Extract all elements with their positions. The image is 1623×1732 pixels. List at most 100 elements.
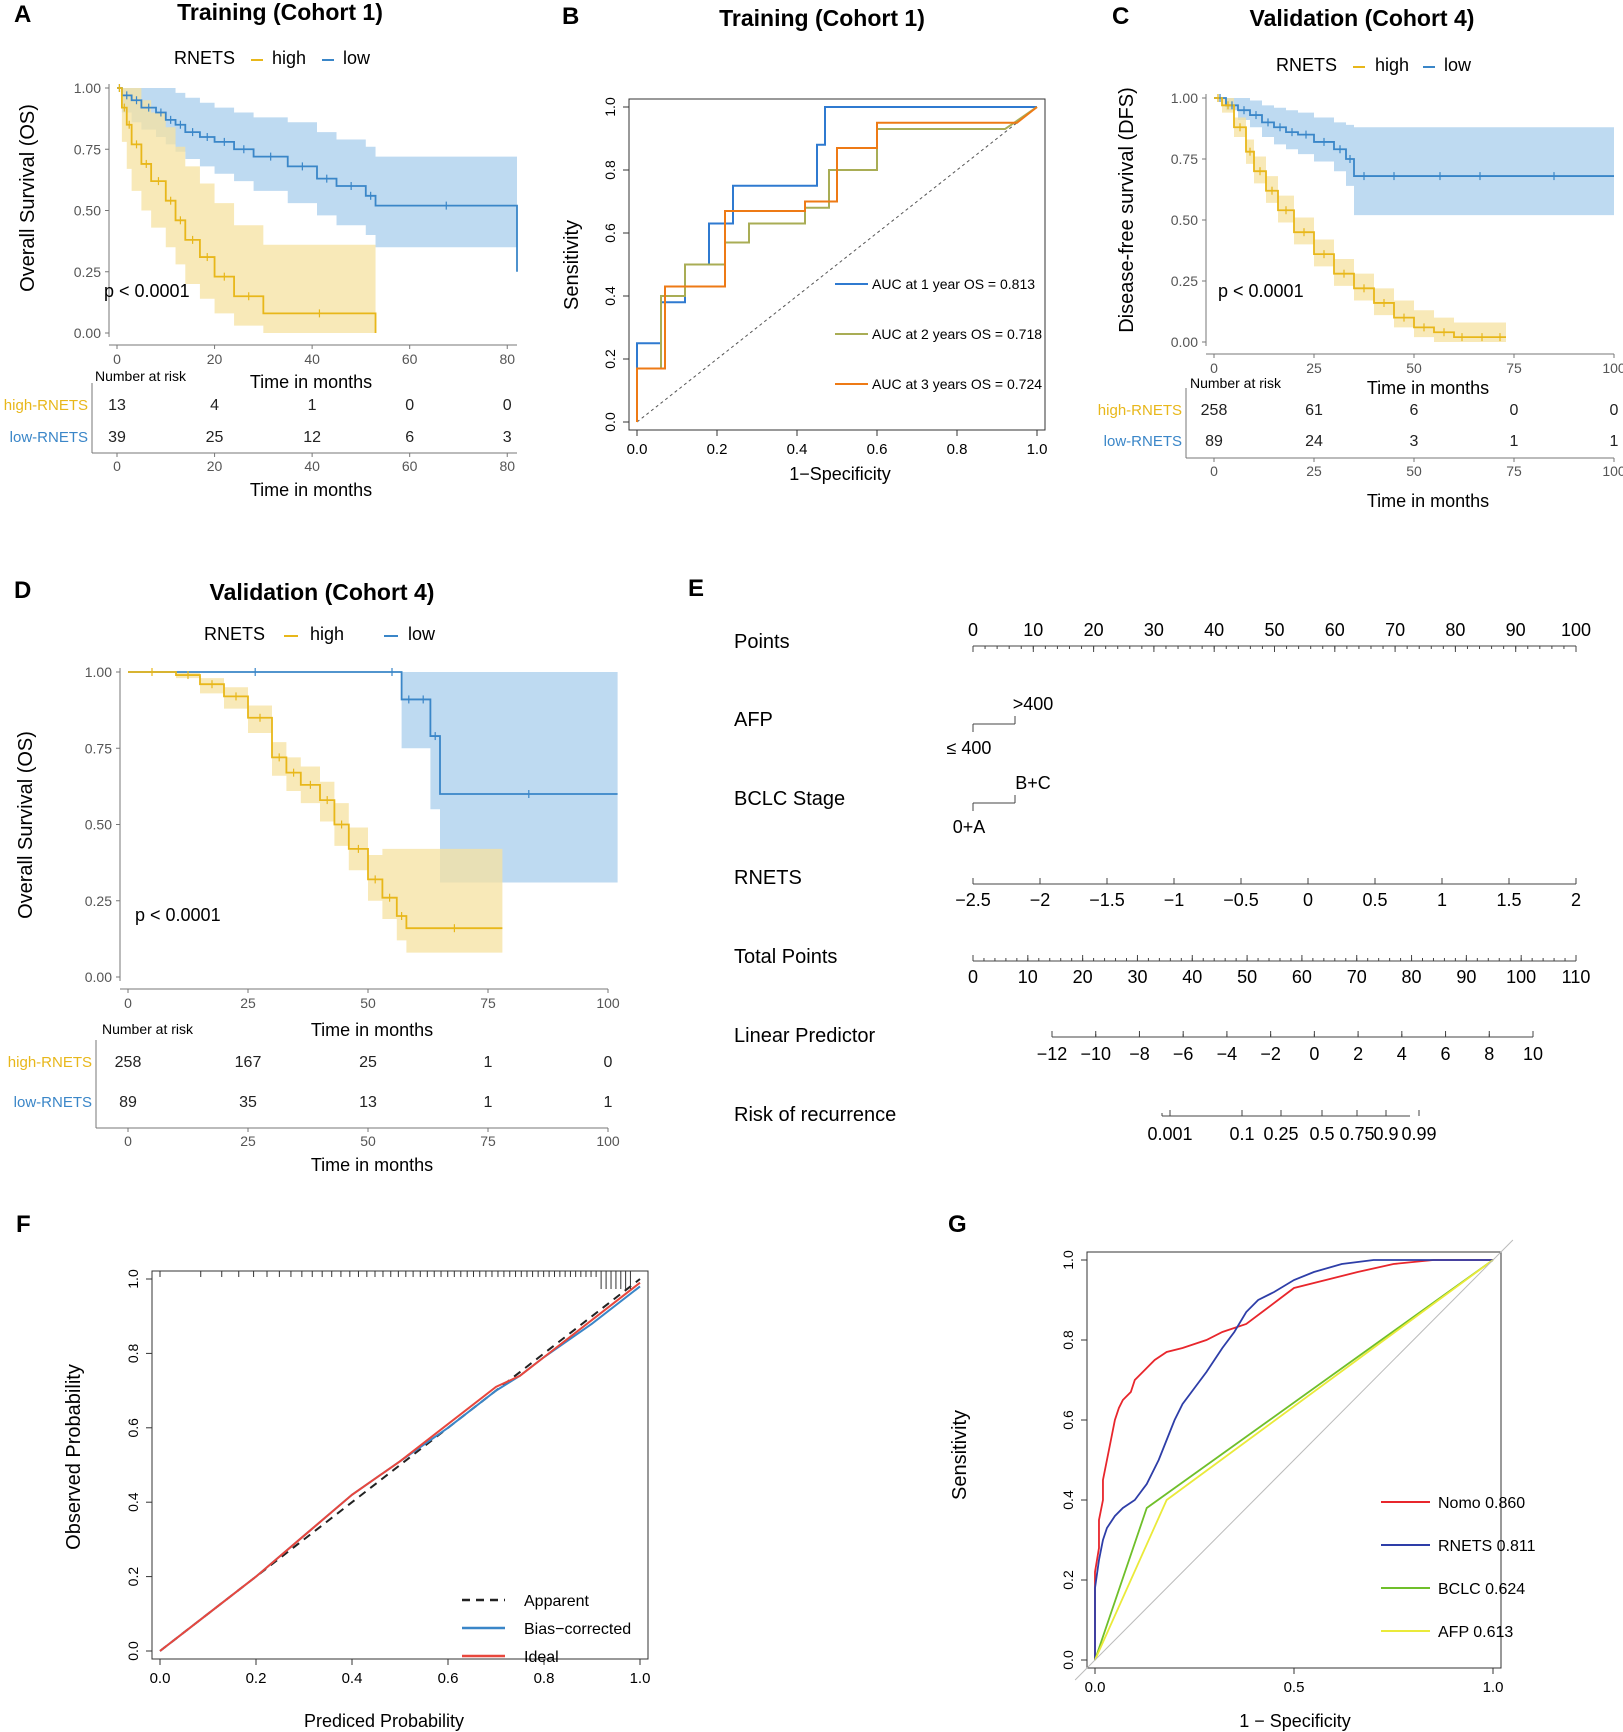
- x-tick-label: 1.0: [1027, 441, 1048, 458]
- risk-row-label: low-RNETS: [14, 1094, 92, 1111]
- y-tick-label: 1.0: [602, 97, 618, 117]
- risk-count: 1: [308, 397, 317, 414]
- y-tick-label: 0.4: [602, 286, 618, 306]
- panel-letter: G: [948, 1211, 967, 1238]
- nomogram-tick-label: 2: [1353, 1044, 1363, 1064]
- x-tick-label: 0: [124, 995, 132, 1011]
- nomogram-tick-label: 10: [1018, 967, 1038, 987]
- calibration-ideal: [159, 1281, 641, 1652]
- x-tick-label: 0.2: [707, 441, 728, 458]
- nomogram-tick-label: 0.001: [1147, 1124, 1192, 1144]
- nomogram-tick-label: 60: [1325, 620, 1345, 640]
- risk-table-title: Number at risk: [95, 368, 187, 384]
- risk-count: 0: [1510, 402, 1519, 419]
- x-tick-label: 100: [596, 995, 620, 1011]
- roc-curve-3yr: [636, 106, 1038, 422]
- nomogram-tick-label: 0.25: [1263, 1124, 1298, 1144]
- risk-count: 12: [303, 429, 321, 446]
- legend-label: AFP 0.613: [1438, 1624, 1513, 1641]
- nomogram-row-label: Total Points: [734, 946, 837, 968]
- nomogram-tick-label: −2: [1260, 1044, 1281, 1064]
- nomogram-row-label: Risk of recurrence: [734, 1104, 896, 1126]
- x-tick-label: 0: [1210, 360, 1218, 376]
- x-tick-label: 0.8: [534, 1670, 555, 1687]
- panel-letter: D: [14, 577, 31, 604]
- risk-x-tick-label: 50: [360, 1133, 376, 1149]
- risk-x-tick-label: 100: [596, 1133, 620, 1149]
- risk-count: 89: [1205, 433, 1223, 450]
- nomogram-tick-label: 100: [1561, 620, 1591, 640]
- nomogram-tick-label: 30: [1144, 620, 1164, 640]
- nomogram-row-label: BCLC Stage: [734, 788, 845, 810]
- nomogram-tick-label: 90: [1506, 620, 1526, 640]
- p-value: p < 0.0001: [1218, 281, 1304, 301]
- y-tick-label: 0.2: [1060, 1570, 1076, 1590]
- ci-band-high: [117, 88, 376, 333]
- risk-x-tick-label: 0: [124, 1133, 132, 1149]
- ci-band-high: [128, 672, 503, 953]
- nomogram-level-label: >400: [1013, 694, 1054, 714]
- nomogram-tick-label: 100: [1506, 967, 1536, 987]
- x-tick-label: 0.0: [627, 441, 648, 458]
- y-tick-label: 0.00: [1171, 334, 1198, 350]
- x-axis-label: Time in months: [250, 372, 372, 392]
- nomogram-tick-label: 90: [1456, 967, 1476, 987]
- nomogram-tick-label: 80: [1445, 620, 1465, 640]
- legend-label: RNETS 0.811: [1438, 1538, 1536, 1555]
- risk-x-tick-label: 50: [1406, 463, 1422, 479]
- nomogram-tick-label: 20: [1073, 967, 1093, 987]
- y-tick-label: 0.0: [1060, 1650, 1076, 1670]
- nomogram-tick-label: 1: [1437, 890, 1447, 910]
- x-tick-label: 75: [480, 995, 496, 1011]
- legend-label: Ideal: [524, 1649, 559, 1666]
- risk-count: 35: [239, 1094, 257, 1111]
- x-axis-label: 1 − Specificity: [1239, 1711, 1351, 1731]
- risk-x-tick-label: 75: [480, 1133, 496, 1149]
- nomogram-tick-label: 1.5: [1496, 890, 1521, 910]
- legend-title: RNETS: [1276, 55, 1337, 75]
- nomogram-row-label: Points: [734, 631, 790, 653]
- panel-letter: C: [1112, 3, 1129, 30]
- x-tick-label: 100: [1602, 360, 1623, 376]
- y-tick-label: 0.00: [74, 325, 101, 341]
- y-tick-label: 1.00: [1171, 90, 1198, 106]
- nomogram-tick-label: 0.1: [1229, 1124, 1254, 1144]
- x-tick-label: 0.6: [438, 1670, 459, 1687]
- plot-area: 1.00 0.75 0.50 0.25 0.00 0 25 50 75 100: [85, 664, 620, 1011]
- nomogram-row-label: RNETS: [734, 867, 802, 889]
- nomogram-tick-label: 4: [1397, 1044, 1407, 1064]
- nomogram-level-label: 0+A: [953, 817, 986, 837]
- x-tick-label: 0.0: [150, 1670, 171, 1687]
- reference-diagonal: [1074, 1239, 1514, 1681]
- plot-frame: [628, 98, 1046, 431]
- risk-count: 24: [1305, 433, 1323, 450]
- ci-band-high: [1214, 98, 1506, 342]
- risk-count: 25: [206, 429, 224, 446]
- risk-x-axis-label: Time in months: [1367, 491, 1489, 511]
- x-tick-label: 40: [304, 351, 320, 367]
- legend-title: RNETS: [174, 48, 235, 68]
- risk-count: 167: [235, 1054, 262, 1071]
- y-tick-label: 0.75: [1171, 151, 1198, 167]
- roc-curve-2yr: [636, 106, 1038, 422]
- nomogram-tick-label: −0.5: [1223, 890, 1259, 910]
- plot-area: 1.00 0.75 0.50 0.25 0.00 0 25 50 75 100: [1171, 90, 1623, 376]
- risk-count: 1: [1610, 433, 1619, 450]
- risk-table-title: Number at risk: [1190, 375, 1282, 391]
- nomogram-tick-label: 20: [1084, 620, 1104, 640]
- roc-curve-rnets: [1094, 1259, 1493, 1660]
- nomogram-tick-label: 0.5: [1309, 1124, 1334, 1144]
- legend-title: RNETS: [204, 624, 265, 644]
- y-axis-label: Sensitivity: [561, 220, 583, 310]
- nomogram-tick-label: 0.9: [1373, 1124, 1398, 1144]
- risk-row-label: high-RNETS: [1098, 402, 1182, 419]
- ci-band-low: [128, 672, 618, 883]
- nomogram-tick-label: 40: [1182, 967, 1202, 987]
- nomogram-level-label: ≤ 400: [947, 738, 992, 758]
- plot-area: 1.00 0.75 0.50 0.25 0.00 0 20 40 60 80: [74, 80, 518, 367]
- y-tick-label: 0.00: [85, 969, 112, 985]
- y-axis-label: Disease-free survival (DFS): [1116, 87, 1138, 333]
- legend-high-label: high: [1375, 55, 1409, 75]
- nomogram-tick-label: 0.75: [1339, 1124, 1374, 1144]
